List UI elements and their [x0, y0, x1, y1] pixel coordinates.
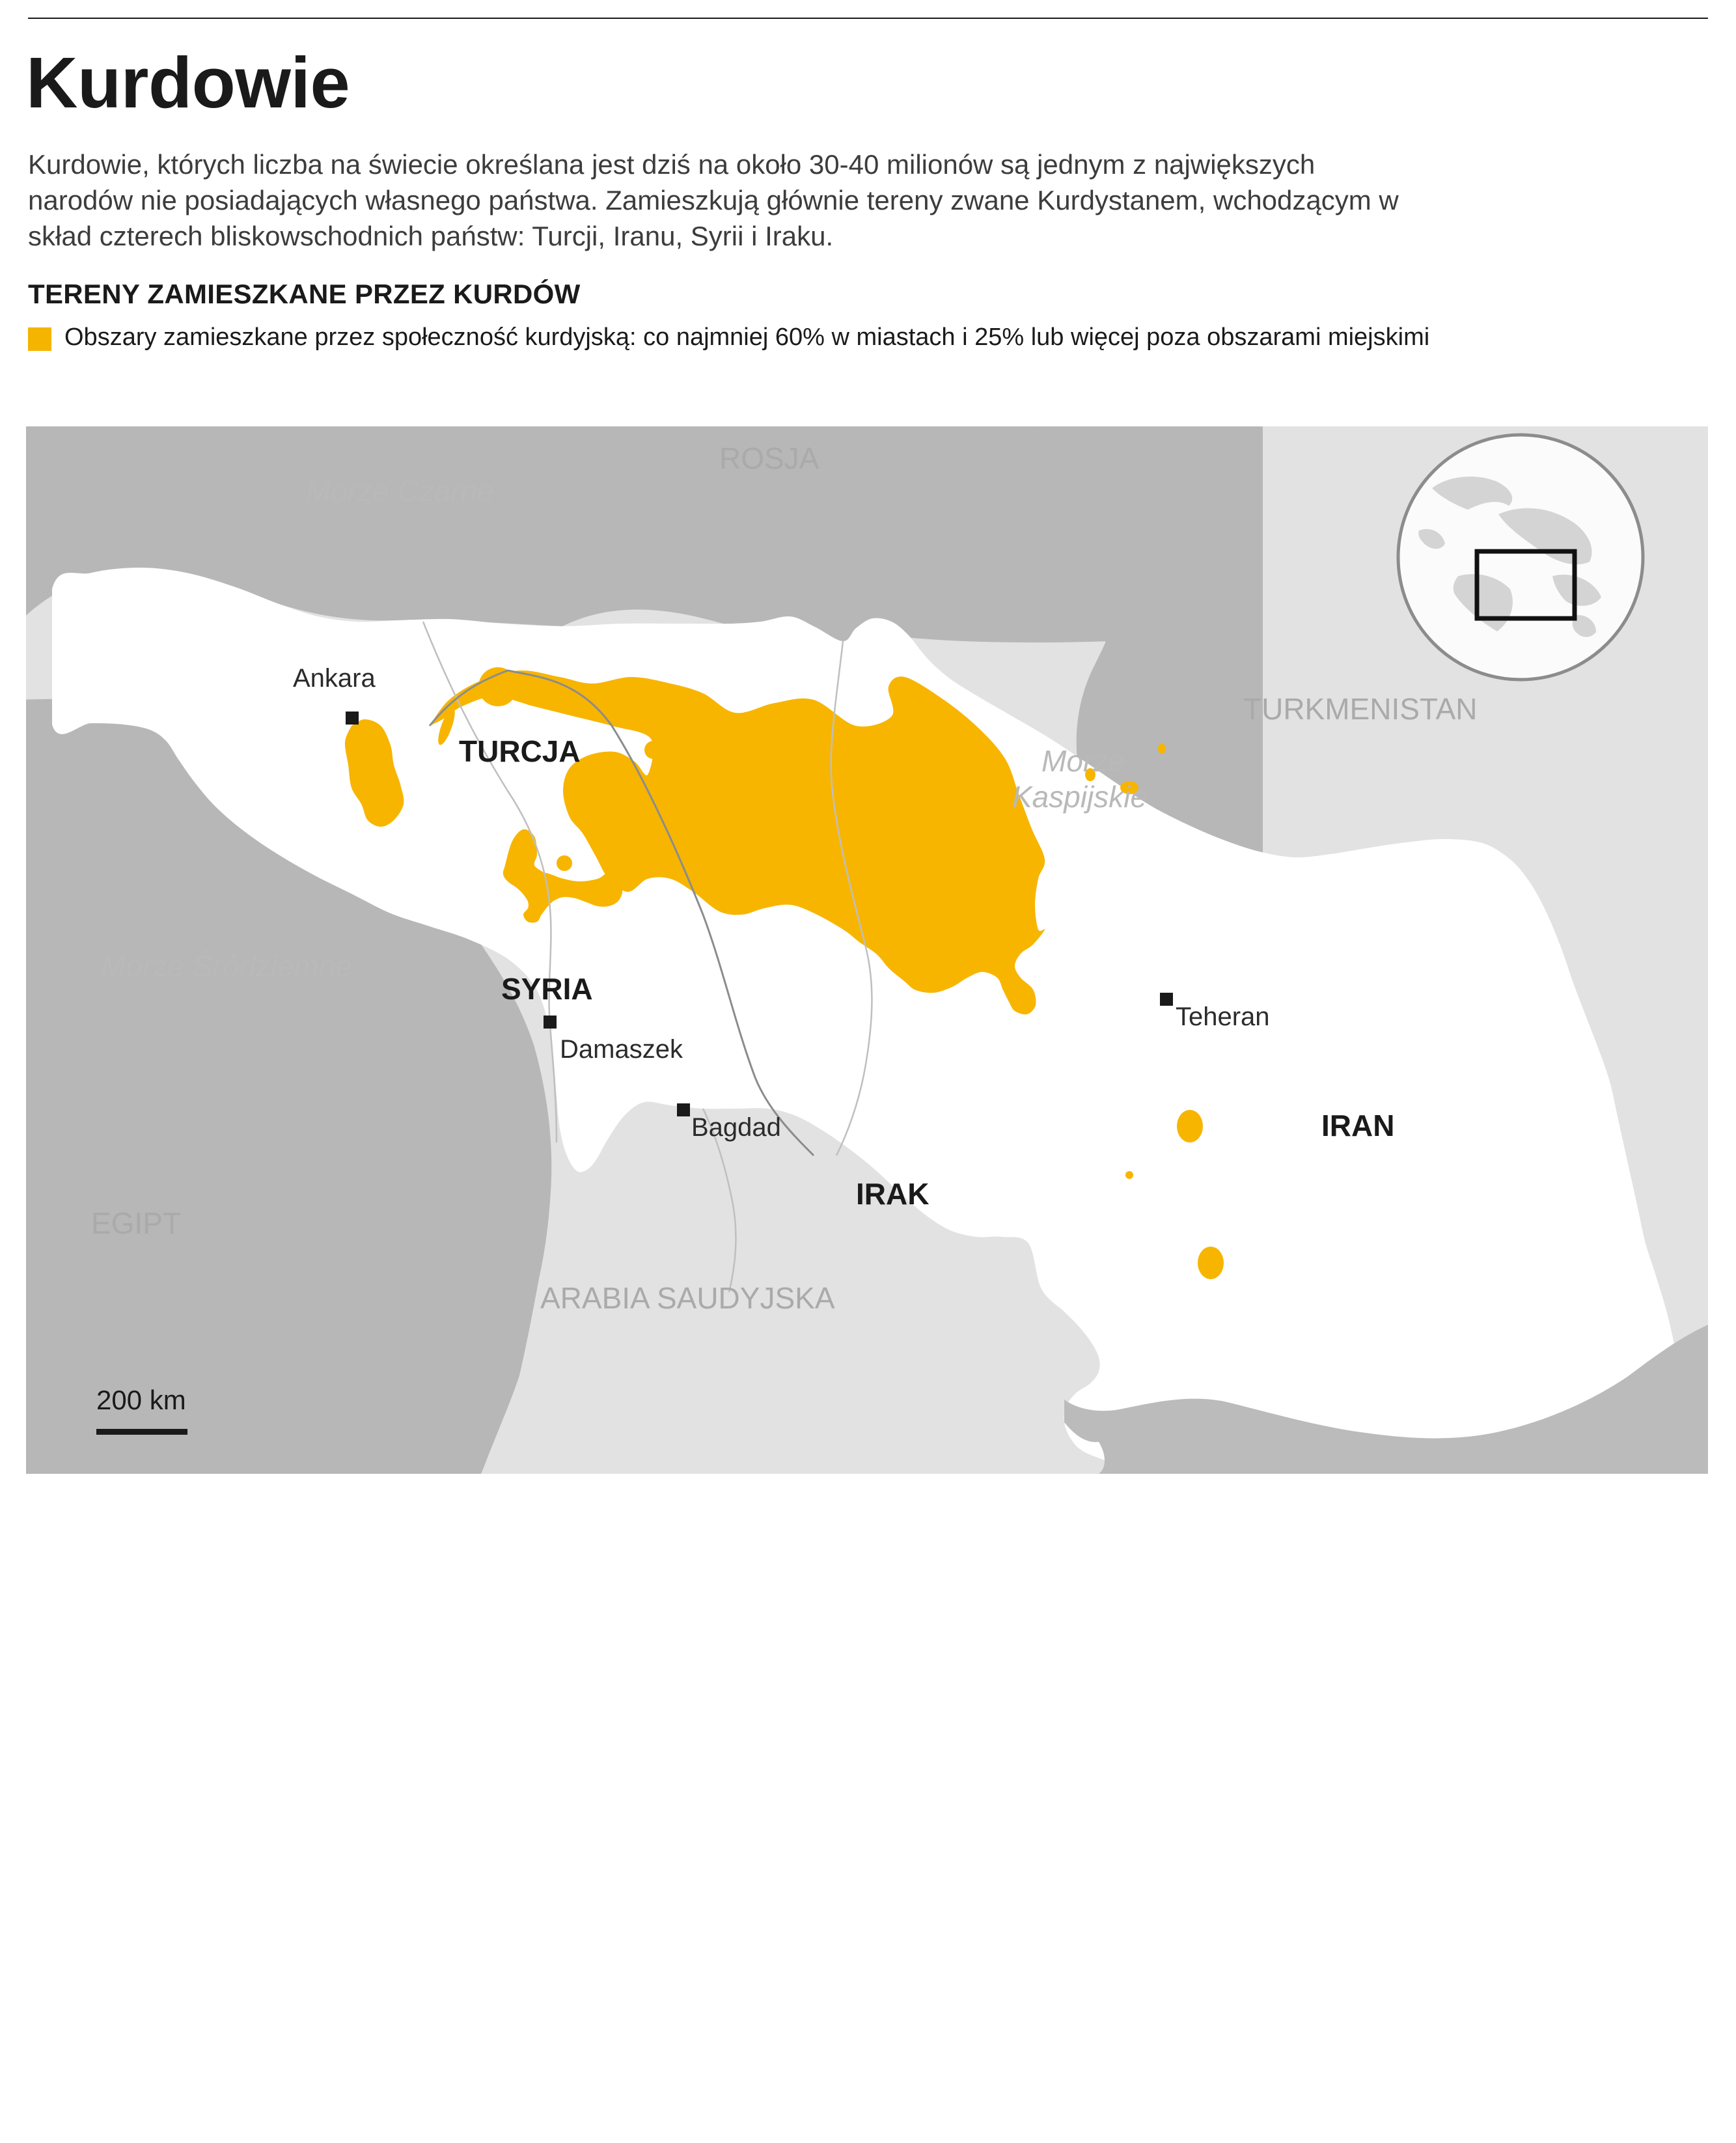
svg-text:Teheran: Teheran [1176, 1002, 1270, 1031]
svg-text:IRAN: IRAN [1321, 1109, 1394, 1142]
svg-text:Morze: Morze [1041, 744, 1125, 778]
svg-text:ARABIA SAUDYJSKA: ARABIA SAUDYJSKA [540, 1281, 835, 1315]
svg-text:TURCJA: TURCJA [459, 734, 581, 768]
svg-text:TURKMENISTAN: TURKMENISTAN [1243, 692, 1478, 726]
svg-text:Ankara: Ankara [293, 664, 376, 693]
svg-text:200 km: 200 km [96, 1385, 186, 1415]
svg-text:Bagdad: Bagdad [691, 1113, 781, 1142]
svg-text:Kaspijskie: Kaspijskie [1012, 780, 1147, 814]
svg-text:Morze Czarne: Morze Czarne [306, 474, 494, 508]
svg-text:EGIPT: EGIPT [91, 1206, 181, 1240]
svg-text:SYRIA: SYRIA [501, 972, 593, 1006]
svg-text:Morze Śródziemne: Morze Śródziemne [101, 949, 352, 983]
svg-text:Damaszek: Damaszek [560, 1035, 683, 1064]
svg-text:IRAK: IRAK [856, 1177, 929, 1211]
svg-text:ROSJA: ROSJA [719, 441, 820, 475]
